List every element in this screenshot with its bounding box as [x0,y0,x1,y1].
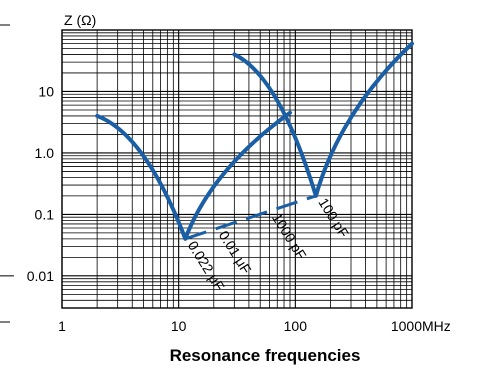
plot-border [61,29,413,309]
x-axis-unit: MHz [422,318,451,334]
impedance-curve [95,110,292,241]
y-axis-label: Z (Ω) [64,12,96,28]
impedance-curve [232,41,414,198]
plot-frame [0,24,413,323]
x-tick-label: 100 [284,318,308,334]
data-layer [95,41,414,241]
chart-caption: Resonance frequencies [170,346,361,365]
x-tick-label: 1 [58,318,66,334]
resonance-trend-line [184,194,317,241]
y-tick-label: 10 [38,83,54,99]
y-tick-label: 0.01 [27,268,54,284]
x-tick-label: 1000 [391,318,422,334]
y-tick-label: 1.0 [35,145,55,161]
x-tick-label: 10 [171,318,187,334]
grid [61,29,412,309]
capacitor-label: 1000 pF [269,210,310,262]
y-tick-label: 0.1 [35,206,55,222]
capacitor-label: 100 pF [315,195,352,240]
